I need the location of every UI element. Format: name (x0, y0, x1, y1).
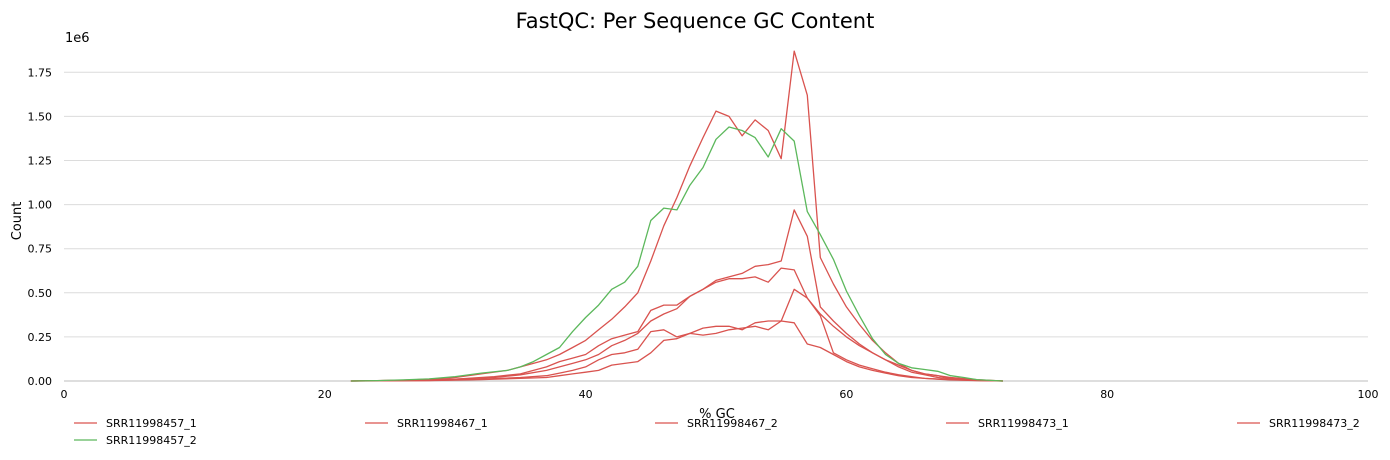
series-line-SRR11998467_1 (350, 267, 1003, 382)
y-axis-label: Count (10, 202, 25, 241)
legend-label: SRR11998473_2 (1269, 417, 1360, 430)
legend: SRR11998457_1 SRR11998467_1 SRR11998467_2 S… (74, 417, 1360, 447)
x-tick-label: 20 (318, 388, 332, 401)
chart-title: FastQC: Per Sequence GC Content (516, 9, 875, 33)
x-tick-label: 40 (579, 388, 593, 401)
y-tick-label: 1.75 (28, 66, 53, 79)
y-tick-label: 1.00 (28, 199, 53, 212)
gridlines (64, 71, 1368, 338)
legend-label: SRR11998467_2 (687, 417, 778, 430)
series-line-SRR11998457_1 (350, 50, 1003, 382)
y-tick-label: 1.25 (28, 154, 53, 167)
y-tick-label: 0.25 (28, 331, 53, 344)
series-line-SRR11998473_2 (350, 320, 1003, 382)
axes: 0.00 0.25 0.50 0.75 1.00 1.25 1.50 1.75 0 20 40 60 8… (28, 66, 1379, 401)
series-line-SRR11998467_2 (350, 209, 1003, 382)
y-axis-exponent-label: 1e6 (65, 31, 90, 46)
series-line-SRR11998473_1 (350, 288, 1003, 382)
x-tick-label: 100 (1358, 388, 1379, 401)
y-tick-label: 1.50 (28, 110, 53, 123)
legend-label: SRR11998467_1 (397, 417, 488, 430)
legend-label: SRR11998457_2 (106, 434, 197, 447)
y-tick-label: 0.50 (28, 287, 53, 300)
series-lines (350, 50, 1003, 382)
x-tick-label: 60 (839, 388, 853, 401)
x-tick-label: 0 (61, 388, 68, 401)
y-tick-label: 0.00 (28, 375, 53, 388)
x-tick-label: 80 (1100, 388, 1114, 401)
series-line-SRR11998457_2 (350, 126, 1003, 382)
legend-label: SRR11998473_1 (978, 417, 1069, 430)
x-axis-label: % GC (699, 407, 735, 422)
y-tick-label: 0.75 (28, 243, 53, 256)
legend-label: SRR11998457_1 (106, 417, 197, 430)
